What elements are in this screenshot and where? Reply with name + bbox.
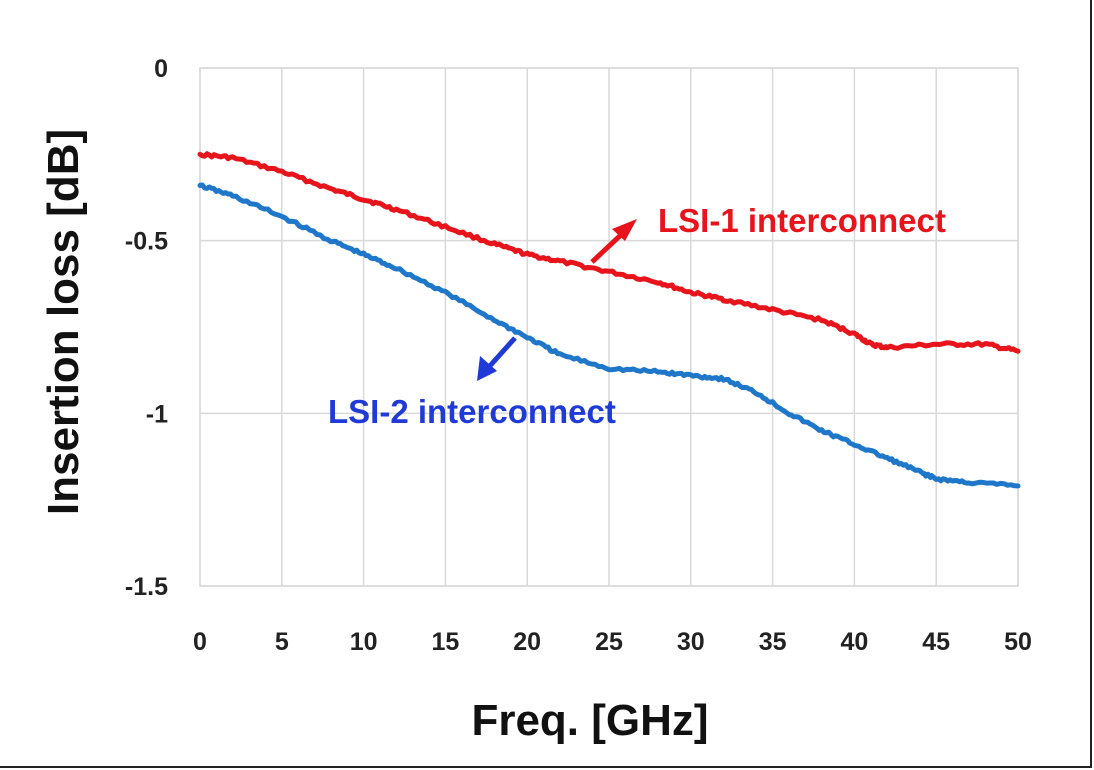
y-tick-labels: 0 -0.5 -1 -1.5	[125, 55, 168, 601]
y-tick-label: 0	[154, 55, 168, 83]
x-tick-label: 50	[1004, 628, 1032, 656]
x-tick-label: 25	[595, 628, 623, 656]
annotation-lsi-1: LSI-1 interconnect	[590, 202, 946, 264]
x-axis-title: Freq. [GHz]	[471, 696, 708, 745]
lsi-2-arrow	[486, 336, 517, 370]
y-tick-label: -0.5	[125, 228, 168, 256]
x-tick-label: 5	[275, 628, 289, 656]
grid-lines	[199, 67, 1019, 587]
x-tick-label: 20	[513, 628, 541, 656]
lsi-1-label: LSI-1 interconnect	[658, 202, 946, 239]
annotation-lsi-2: LSI-2 interconnect	[328, 336, 616, 430]
x-tick-label: 0	[193, 628, 207, 656]
x-tick-label: 40	[840, 628, 868, 656]
x-tick-label: 15	[431, 628, 459, 656]
x-tick-labels: 0 5 10 15 20 25 30 35 40 45 50	[193, 628, 1032, 656]
lsi-1-arrow	[590, 230, 626, 264]
y-tick-label: -1.5	[125, 573, 168, 601]
y-axis-title: Insertion loss [dB]	[39, 129, 88, 515]
lsi-2-label: LSI-2 interconnect	[328, 393, 616, 430]
lsi-2-arrowhead	[477, 356, 497, 381]
y-tick-label: -1	[146, 400, 168, 428]
series-line-lsi-1	[197, 151, 1021, 354]
x-tick-label: 45	[922, 628, 950, 656]
x-tick-label: 30	[677, 628, 705, 656]
x-tick-label: 10	[350, 628, 378, 656]
x-tick-label: 35	[759, 628, 787, 656]
series-line-lsi-2	[197, 182, 1021, 489]
lsi-1-arrowhead	[612, 219, 637, 241]
series-layer	[197, 151, 1021, 489]
